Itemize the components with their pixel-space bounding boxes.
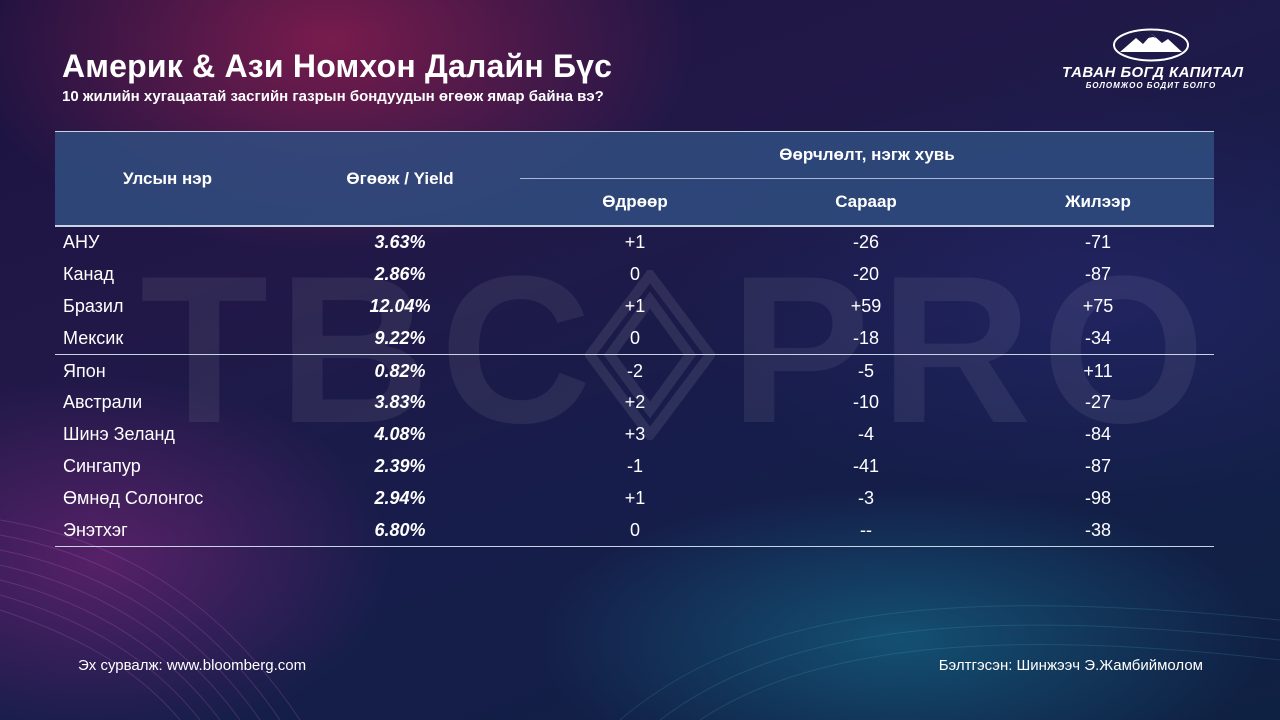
yearly-cell: -98 bbox=[1084, 487, 1111, 508]
yearly-cell: -34 bbox=[982, 322, 1214, 356]
table-row: Шинэ Зеланд 4.08% +3 -4 -84 bbox=[55, 419, 1214, 451]
brand-logo: ТАВАН БОГД КАПИТАЛ БОЛОМЖОО БОДИТ БОЛГО bbox=[1062, 28, 1244, 98]
yearly-cell: -84 bbox=[1084, 424, 1111, 445]
bond-yield-table: Улсын нэр Өгөөж / Yield Өөрчлөлт, нэгж х… bbox=[55, 131, 1214, 547]
daily-cell: +2 bbox=[624, 392, 646, 413]
yield-cell: 9.22% bbox=[280, 322, 520, 356]
table-row: Энэтхэг 6.80% 0 -- -38 bbox=[55, 514, 1214, 547]
table-row: Канад 2.86% 0 -20 -87 bbox=[55, 259, 1214, 291]
country-cell: АНУ bbox=[63, 232, 100, 253]
yearly-cell: -27 bbox=[1084, 392, 1111, 413]
daily-cell: -2 bbox=[626, 360, 643, 381]
daily-cell: 0 bbox=[520, 322, 750, 356]
country-cell: Шинэ Зеланд bbox=[63, 424, 175, 445]
page-subtitle: 10 жилийн хугацаатай засгийн газрын бонд… bbox=[62, 88, 604, 105]
yield-cell: 2.86% bbox=[374, 264, 426, 285]
yearly-cell: +11 bbox=[1083, 360, 1113, 381]
monthly-cell: -18 bbox=[750, 322, 982, 356]
country-cell: Мексик bbox=[55, 322, 280, 356]
yield-cell: 6.80% bbox=[280, 514, 520, 547]
table-row: Австрали 3.83% +2 -10 -27 bbox=[55, 387, 1214, 419]
yearly-cell: +75 bbox=[1082, 295, 1114, 316]
table-row: АНУ 3.63% +1 -26 -71 bbox=[55, 226, 1214, 259]
daily-cell: 0 bbox=[629, 264, 640, 285]
header-daily: Өдрөөр bbox=[520, 178, 750, 226]
yield-cell: 2.39% bbox=[374, 455, 426, 476]
author-note: Бэлтгэсэн: Шинжээч Э.Жамбиймолом bbox=[938, 657, 1203, 674]
country-cell: Бразил bbox=[63, 295, 124, 316]
country-cell: Австрали bbox=[63, 392, 143, 413]
table-row: Сингапур 2.39% -1 -41 -87 bbox=[55, 451, 1214, 483]
source-note: Эх сурвалж: www.bloomberg.com bbox=[78, 657, 307, 674]
table-row: Мексик 9.22% 0 -18 -34 bbox=[55, 322, 1214, 356]
table-row: Бразил 12.04% +1 +59 +75 bbox=[55, 291, 1214, 323]
brand-slogan: БОЛОМЖОО БОДИТ БОЛГО bbox=[1085, 81, 1217, 90]
header-yield: Өгөөж / Yield bbox=[280, 131, 520, 226]
yield-cell: 4.08% bbox=[374, 424, 426, 445]
daily-cell: 0 bbox=[520, 514, 750, 547]
header-monthly: Сараар bbox=[750, 178, 982, 226]
country-cell: Япон bbox=[63, 360, 106, 381]
daily-cell: +1 bbox=[624, 295, 646, 316]
country-cell: Сингапур bbox=[63, 455, 141, 476]
page-title: Америк & Ази Номхон Далайн Бүс bbox=[62, 48, 613, 84]
table-row: Япон 0.82% -2 -5 +11 bbox=[55, 355, 1214, 387]
yearly-cell: -87 bbox=[1084, 455, 1111, 476]
header-country: Улсын нэр bbox=[55, 131, 280, 226]
country-cell: Өмнөд Солонгос bbox=[63, 487, 204, 508]
yearly-cell: -71 bbox=[1084, 232, 1111, 253]
monthly-cell: -5 bbox=[857, 360, 874, 381]
monthly-cell: +59 bbox=[850, 295, 882, 316]
header-yearly: Жилээр bbox=[982, 178, 1214, 226]
yield-cell: 12.04% bbox=[369, 295, 431, 316]
monthly-cell: -3 bbox=[857, 487, 874, 508]
country-cell: Канад bbox=[63, 264, 114, 285]
country-cell: Энэтхэг bbox=[55, 514, 280, 547]
monthly-cell: -4 bbox=[857, 424, 874, 445]
monthly-cell: -10 bbox=[852, 392, 879, 413]
yield-cell: 2.94% bbox=[374, 487, 426, 508]
daily-cell: +3 bbox=[624, 424, 646, 445]
table-row: Өмнөд Солонгос 2.94% +1 -3 -98 bbox=[55, 482, 1214, 514]
monthly-cell: -41 bbox=[852, 455, 879, 476]
daily-cell: +1 bbox=[624, 232, 646, 253]
yield-cell: 3.83% bbox=[374, 392, 426, 413]
daily-cell: -1 bbox=[626, 455, 643, 476]
yearly-cell: -87 bbox=[1084, 264, 1111, 285]
monthly-cell: -20 bbox=[852, 264, 879, 285]
yield-cell: 0.82% bbox=[374, 360, 426, 381]
monthly-cell: -- bbox=[750, 514, 982, 547]
yield-cell: 3.63% bbox=[374, 232, 426, 253]
brand-name: ТАВАН БОГД КАПИТАЛ bbox=[1062, 64, 1244, 81]
header-change-group: Өөрчлөлт, нэгж хувь bbox=[520, 131, 1214, 179]
daily-cell: +1 bbox=[624, 487, 646, 508]
yearly-cell: -38 bbox=[982, 514, 1214, 547]
mountain-emblem-icon bbox=[1113, 28, 1189, 62]
monthly-cell: -26 bbox=[852, 232, 879, 253]
